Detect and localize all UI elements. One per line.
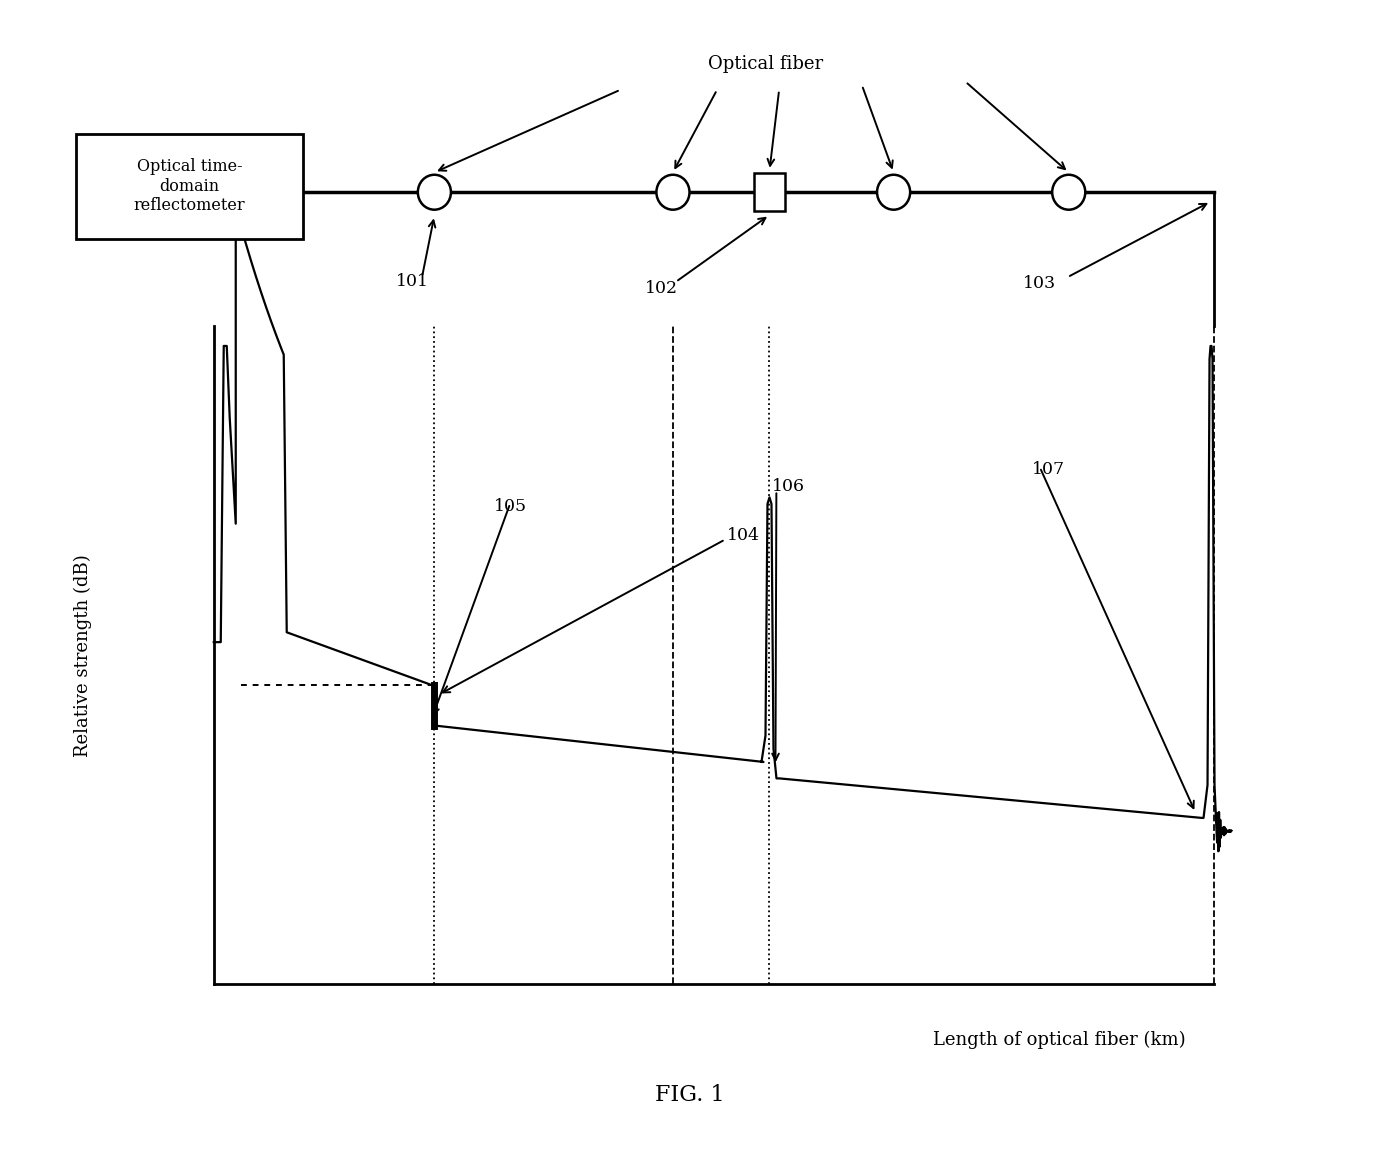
Text: 101: 101 — [396, 274, 429, 290]
Text: 107: 107 — [1031, 461, 1065, 478]
Ellipse shape — [418, 175, 451, 210]
Ellipse shape — [1052, 175, 1085, 210]
Text: 102: 102 — [645, 281, 678, 297]
Text: 104: 104 — [727, 528, 760, 544]
Text: Relative strength (dB): Relative strength (dB) — [73, 553, 92, 757]
Bar — [754, 172, 785, 212]
Ellipse shape — [656, 175, 690, 210]
Ellipse shape — [877, 175, 910, 210]
Text: 105: 105 — [494, 499, 527, 515]
Bar — [76, 134, 303, 239]
Text: Optical time-
domain
reflectometer: Optical time- domain reflectometer — [134, 158, 245, 214]
Text: Optical fiber: Optical fiber — [707, 55, 823, 73]
Text: 106: 106 — [772, 479, 805, 495]
Text: FIG. 1: FIG. 1 — [655, 1085, 724, 1106]
Text: Length of optical fiber (km): Length of optical fiber (km) — [934, 1031, 1186, 1050]
Text: 103: 103 — [1023, 275, 1056, 291]
